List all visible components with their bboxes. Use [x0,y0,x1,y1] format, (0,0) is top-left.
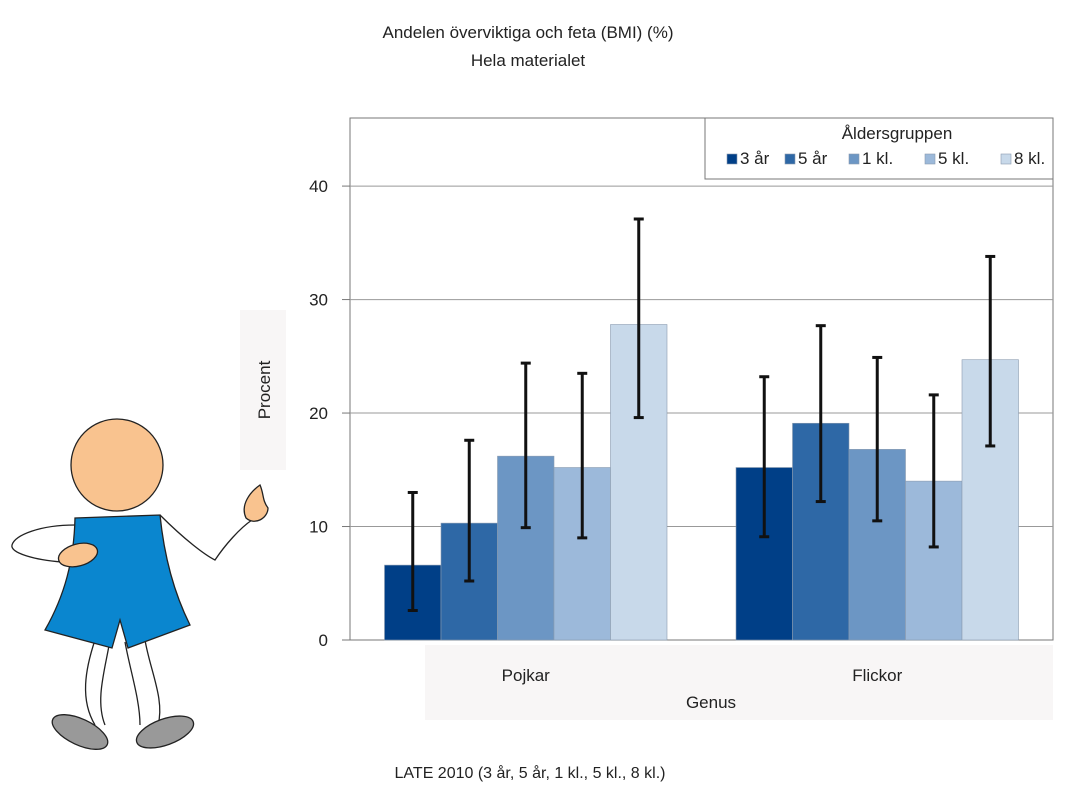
legend-label: 5 kl. [938,149,969,168]
error-bar [464,438,475,583]
error-bar [759,375,770,539]
legend-label: 3 år [740,149,770,168]
bar-layer [384,324,1019,641]
x-axis-label: Genus [686,693,736,712]
x-tick-label: Flickor [852,666,902,685]
error-bar [872,355,883,523]
y-tick-label: 20 [309,404,328,423]
tick-layer: 0 10 20 30 40 Pojkar Flickor [309,177,903,685]
legend-swatch [924,153,936,165]
legend-swatch [848,153,860,165]
y-tick-label: 10 [309,518,328,537]
legend-label: 5 år [798,149,828,168]
x-tick-label: Pojkar [502,666,551,685]
chart-title: Andelen överviktiga och feta (BMI) (%) [382,23,673,42]
legend-swatch [1000,153,1012,165]
legend: Åldersgruppen 3 år 5 år 1 kl. 5 kl. 8 kl. [704,117,1054,180]
y-axis-label: Procent [255,360,274,419]
y-tick-label: 30 [309,291,328,310]
error-bar [577,371,588,540]
chart-subtitle: Hela materialet [471,51,586,70]
error-bar-layer [407,217,996,612]
error-bar [633,217,644,420]
error-bar [815,324,826,504]
y-tick-label: 40 [309,177,328,196]
legend-swatch [784,153,796,165]
error-bar [520,361,531,530]
legend-label: 8 kl. [1014,149,1045,168]
error-bar [985,254,996,448]
legend-label: 1 kl. [862,149,893,168]
x-label-background [425,645,1053,720]
footnote: LATE 2010 (3 år, 5 år, 1 kl., 5 kl., 8 k… [395,764,666,782]
child-figure-icon [11,418,269,750]
error-bar [928,393,939,549]
error-bar [407,490,418,612]
y-label-background [240,310,286,470]
legend-swatch [726,153,738,165]
y-tick-label: 0 [319,631,328,650]
legend-title: Åldersgruppen [842,124,953,143]
legend-box [704,117,1054,180]
